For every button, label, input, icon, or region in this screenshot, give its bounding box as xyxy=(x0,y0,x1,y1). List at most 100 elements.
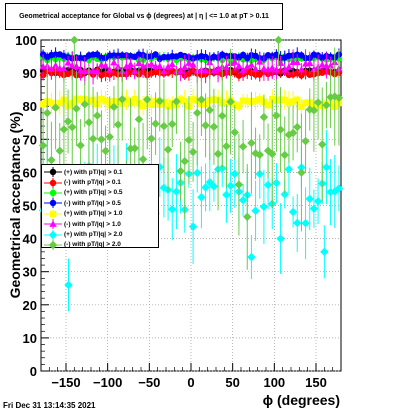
data-point xyxy=(60,64,68,72)
data-point xyxy=(131,95,138,103)
legend-entry: (-) with pT/|q| > 0.5 xyxy=(42,198,158,209)
data-point xyxy=(280,190,289,199)
data-point xyxy=(88,134,98,143)
data-point xyxy=(147,60,156,67)
data-point xyxy=(164,63,172,70)
data-point xyxy=(139,102,147,109)
data-point xyxy=(251,65,260,72)
data-point xyxy=(101,62,110,69)
data-point xyxy=(181,63,189,71)
data-point xyxy=(147,134,156,143)
data-point xyxy=(334,93,344,102)
x-tick-labels: −150 −100 −50 0 50 100 150 xyxy=(51,375,327,390)
data-point xyxy=(218,111,227,121)
x-tick-label: −150 xyxy=(51,375,80,390)
data-point xyxy=(163,145,173,154)
data-point xyxy=(106,66,114,73)
data-point xyxy=(51,103,60,112)
data-point xyxy=(193,108,202,118)
data-point xyxy=(39,101,47,108)
data-point xyxy=(110,58,118,66)
data-point xyxy=(177,96,184,103)
data-point xyxy=(226,97,235,106)
legend-label: (-) with pT/|q| > 0.1 xyxy=(64,179,121,187)
data-point xyxy=(313,98,323,107)
data-point xyxy=(309,106,319,115)
data-point xyxy=(272,111,281,120)
legend-label: (+) with pT/|q| > 0.1 xyxy=(64,168,123,176)
data-point xyxy=(288,128,298,138)
data-point xyxy=(68,122,77,132)
data-point xyxy=(72,62,81,70)
data-point xyxy=(264,101,272,109)
y-tick-label: 40 xyxy=(23,232,37,247)
data-point xyxy=(64,59,72,66)
data-point xyxy=(97,135,106,144)
data-point xyxy=(301,219,310,228)
data-point xyxy=(138,155,148,164)
data-point xyxy=(160,67,168,75)
data-point xyxy=(77,96,84,103)
data-point xyxy=(98,95,105,103)
data-point xyxy=(231,101,238,109)
legend-marker xyxy=(42,177,64,188)
data-point xyxy=(156,62,164,70)
data-point xyxy=(223,99,230,106)
legend-marker xyxy=(42,208,64,219)
data-point xyxy=(131,67,139,74)
data-point xyxy=(148,101,155,109)
data-point xyxy=(301,136,310,146)
data-point xyxy=(209,122,219,131)
chart-title: Geometrical acceptance for Global vs ϕ (… xyxy=(5,3,283,30)
series-66cc44 xyxy=(38,47,344,270)
data-point xyxy=(201,121,210,130)
data-point xyxy=(326,62,335,69)
data-point xyxy=(209,182,219,191)
y-tick-label: 50 xyxy=(23,199,37,214)
data-point xyxy=(272,178,281,188)
data-point xyxy=(49,210,57,217)
data-point xyxy=(289,98,297,105)
y-tick-label: 70 xyxy=(23,132,37,147)
data-point xyxy=(230,169,239,179)
data-point xyxy=(64,280,73,290)
data-point xyxy=(255,150,264,160)
y-tick-labels: 0 10 20 30 40 50 60 70 80 90 100 xyxy=(15,33,37,379)
data-point xyxy=(280,150,289,160)
data-point xyxy=(102,98,109,105)
data-point xyxy=(268,64,276,71)
legend-entry: (+) with pT/|q| > 0.5 xyxy=(42,187,158,198)
data-point xyxy=(281,96,288,104)
legend-entry: (-) with pT/|q| > 1.0 xyxy=(42,219,158,230)
y-tick-label: 20 xyxy=(23,298,37,313)
data-point xyxy=(201,183,210,192)
x-tick-label: 100 xyxy=(263,375,285,390)
legend-label: (-) with pT/|q| > 2.0 xyxy=(64,241,121,249)
data-point xyxy=(48,99,55,107)
data-point xyxy=(251,206,260,215)
data-point xyxy=(222,63,231,71)
data-point xyxy=(263,180,273,190)
x-tick-label: −50 xyxy=(138,375,160,390)
data-point xyxy=(188,147,198,157)
data-point xyxy=(235,62,243,69)
data-point xyxy=(239,66,247,73)
data-point xyxy=(51,61,60,69)
data-point xyxy=(222,190,231,199)
data-point xyxy=(297,65,306,73)
data-point xyxy=(293,58,301,66)
data-point xyxy=(313,197,323,206)
data-point xyxy=(272,65,281,73)
data-point xyxy=(214,64,222,72)
data-point xyxy=(231,58,239,65)
data-point xyxy=(256,58,264,65)
data-point xyxy=(49,220,57,228)
legend-marker xyxy=(42,219,64,230)
data-point xyxy=(288,207,298,217)
x-tick-label: −100 xyxy=(93,375,122,390)
data-point xyxy=(172,97,181,106)
data-point xyxy=(118,95,127,104)
data-point xyxy=(305,194,314,204)
legend-label: (+) with pT/|q| > 2.0 xyxy=(64,231,123,239)
data-point xyxy=(330,187,339,196)
